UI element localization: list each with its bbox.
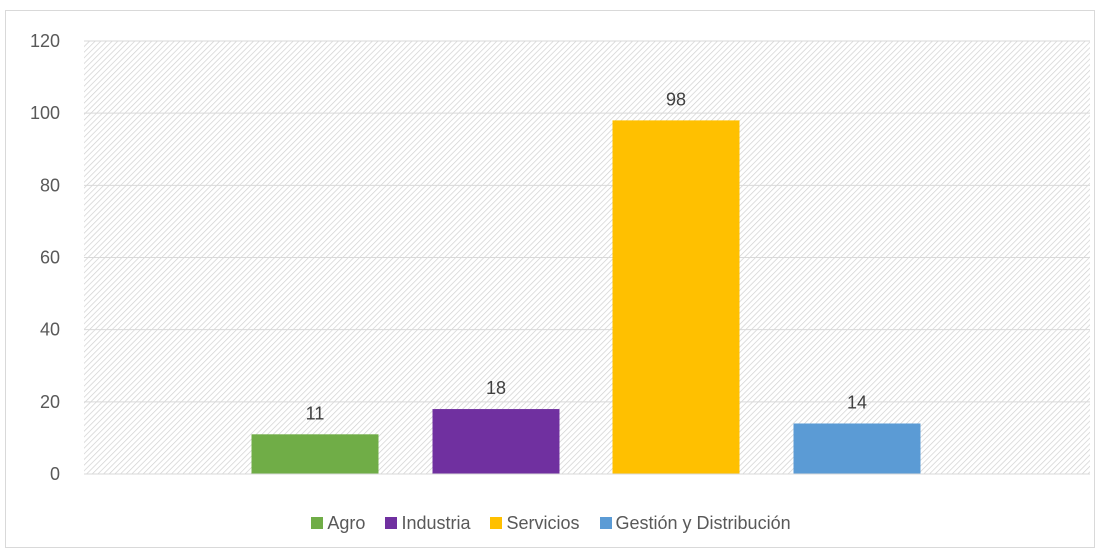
legend-item: Servicios xyxy=(490,512,580,534)
data-label: 14 xyxy=(847,392,867,412)
bar-servicios xyxy=(612,120,740,474)
legend-label: Gestión y Distribución xyxy=(615,512,791,533)
legend-label: Agro xyxy=(327,512,366,533)
y-tick-label: 80 xyxy=(40,175,60,195)
data-label: 98 xyxy=(666,89,686,109)
bar-agro xyxy=(251,434,379,474)
data-label: 18 xyxy=(486,378,506,398)
legend-label: Industria xyxy=(401,512,471,533)
bars xyxy=(84,120,1090,475)
legend-swatch xyxy=(599,517,612,529)
legend-swatch xyxy=(490,517,503,529)
y-tick-label: 20 xyxy=(40,392,60,412)
y-tick-label: 100 xyxy=(30,103,60,123)
legend-swatch xyxy=(385,517,398,529)
legend-item: Agro xyxy=(311,513,365,534)
y-tick-label: 60 xyxy=(40,248,60,268)
legend-label: Servicios xyxy=(506,512,580,533)
legend-item: Gestión y Distribución xyxy=(599,512,791,534)
data-labels: 11 18 98 14 xyxy=(306,89,867,423)
y-axis-ticks: 0 20 40 60 80 100 120 xyxy=(30,31,60,484)
y-tick-label: 40 xyxy=(40,320,60,340)
bar-industria xyxy=(432,409,560,474)
y-tick-label: 120 xyxy=(30,31,60,51)
legend: Agro Industria Servicios Gestión y Distribu… xyxy=(0,510,1102,536)
data-label: 11 xyxy=(306,403,325,423)
y-tick-label: 0 xyxy=(50,464,60,484)
bar-gesti-n-y-distribuci-n xyxy=(793,423,921,474)
gridlines xyxy=(84,40,1090,475)
legend-item: Industria xyxy=(385,513,470,534)
legend-swatch xyxy=(311,517,324,529)
